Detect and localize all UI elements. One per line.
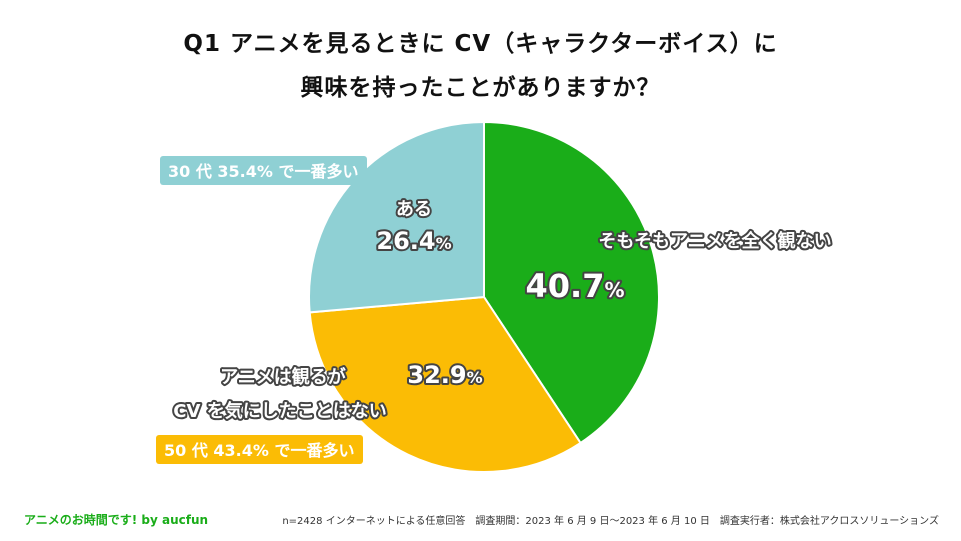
pie-slice-kinishinai xyxy=(308,295,582,473)
slice-label-kinishinai-line-2: CV を気にしたことはない xyxy=(173,400,386,422)
slice-value-number: 40.7 xyxy=(526,267,605,305)
footer-survey-note: n=2428 インターネットによる任意回答 調査期間：2023 年 6 月 9 … xyxy=(282,516,939,527)
slice-value-zenzen-minai: 40.7% xyxy=(526,267,625,305)
slice-value-unit: % xyxy=(604,278,624,302)
slice-value-number: 32.9 xyxy=(407,361,466,389)
slice-label-kinishinai-line-1: アニメは観るが xyxy=(220,366,346,388)
callout-aru-age-peak: 30 代 35.4% で一番多い xyxy=(160,156,367,185)
slice-label-aru: ある xyxy=(396,199,432,220)
slice-value-unit: % xyxy=(436,234,452,253)
pie-slices xyxy=(308,120,660,473)
slice-value-aru: 26.4% xyxy=(376,227,451,255)
footer-brand: アニメのお時間です! by aucfun xyxy=(24,513,209,527)
slice-value-number: 26.4 xyxy=(376,227,435,255)
chart-title-line-1: Q1 アニメを見るときに CV（キャラクターボイス）に xyxy=(183,31,778,57)
chart-title-line-2: 興味を持ったことがありますか？ xyxy=(300,75,661,101)
slice-value-kinishinai: 32.9% xyxy=(407,361,482,389)
slice-label-zenzen-minai: そもそもアニメを全く観ない xyxy=(598,230,831,252)
slice-value-unit: % xyxy=(467,368,483,387)
callout-kinishinai-age-peak: 50 代 43.4% で一番多い xyxy=(156,435,363,464)
